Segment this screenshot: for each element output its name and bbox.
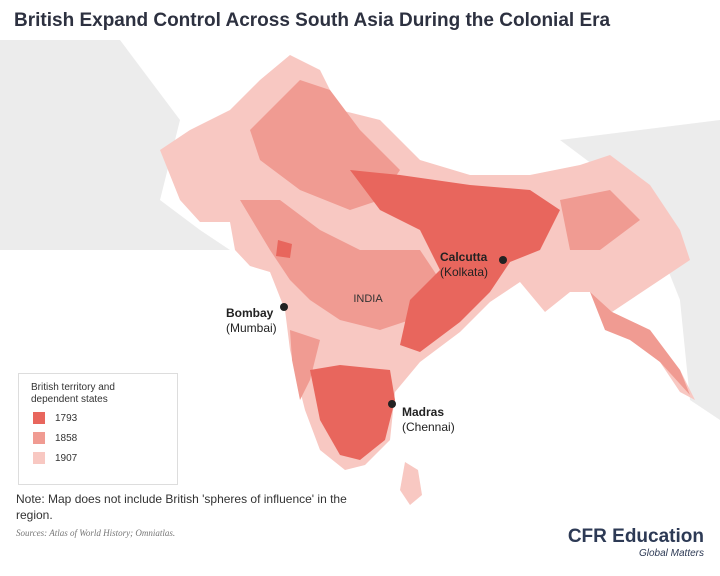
legend-item: 1907 <box>33 452 177 464</box>
legend-items: 1793 1858 1907 <box>19 412 177 464</box>
legend: British territory and dependent states 1… <box>18 373 178 485</box>
territory <box>240 200 440 330</box>
legend-item: 1793 <box>33 412 177 424</box>
territory <box>400 462 422 505</box>
legend-swatch <box>33 432 45 444</box>
neighbor-land <box>0 40 230 250</box>
logo: CFR Education Global Matters <box>568 526 704 559</box>
city-local-name: (Mumbai) <box>226 321 277 335</box>
territory <box>590 292 690 395</box>
city-name: Calcutta <box>440 250 488 264</box>
note: Note: Map does not include British 'sphe… <box>16 492 347 522</box>
territory <box>350 170 560 352</box>
title: British Expand Control Across South Asia… <box>14 10 611 31</box>
legend-label: 1907 <box>55 452 78 464</box>
city-name: Bombay <box>226 306 274 320</box>
legend-item: 1858 <box>33 432 177 444</box>
legend-label: 1793 <box>55 412 78 424</box>
territory <box>310 365 395 460</box>
legend-label: 1858 <box>55 432 78 444</box>
logo-name: CFR Education <box>567 526 704 547</box>
city-dot <box>499 256 507 264</box>
legend-swatch <box>33 412 45 424</box>
logo-tagline: Global Matters <box>638 548 704 559</box>
city-local-name: (Chennai) <box>402 420 455 434</box>
city-name: Madras <box>402 405 445 419</box>
sources: Sources: Atlas of World History; Omniatl… <box>16 528 176 538</box>
city-label: Calcutta (Kolkata) <box>440 250 488 280</box>
city-local-name: (Kolkata) <box>440 265 489 279</box>
territory <box>290 330 320 400</box>
territory <box>560 190 640 250</box>
territory <box>276 240 292 258</box>
city-label: Bombay (Mumbai) <box>226 306 277 336</box>
city-label: Madras (Chennai) <box>402 405 455 435</box>
city-dot <box>388 400 396 408</box>
city-dot <box>280 303 288 311</box>
legend-title: British territory and dependent states <box>31 382 115 405</box>
country-label: INDIA <box>353 293 383 305</box>
legend-swatch <box>33 452 45 464</box>
neighbor-land <box>560 120 720 420</box>
